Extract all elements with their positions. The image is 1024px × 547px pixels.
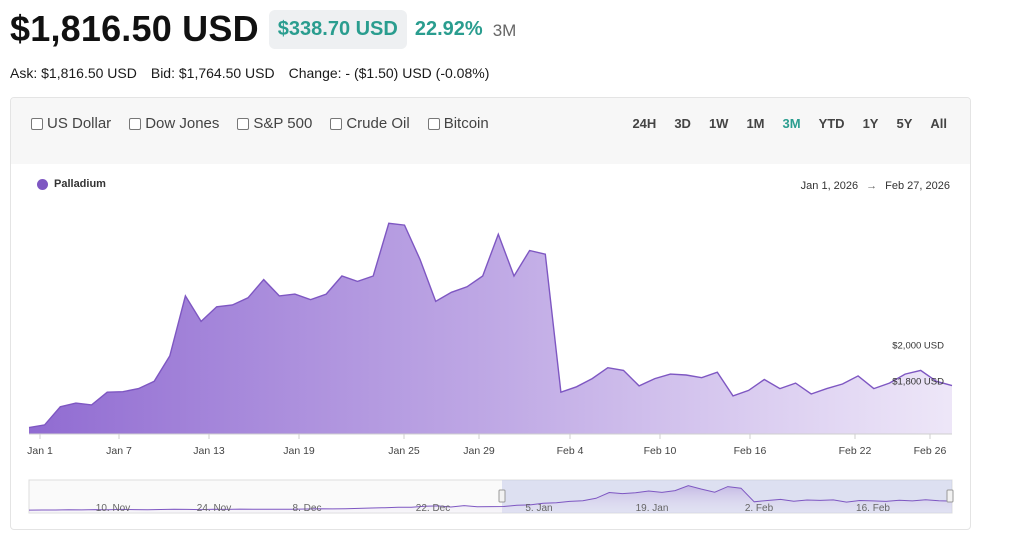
date-range-display: Jan 1, 2026 → Feb 27, 2026 <box>801 180 950 192</box>
compare-crude-oil[interactable]: Crude Oil <box>330 115 410 132</box>
chart-toolbar: US Dollar Dow Jones S&P 500 Crude Oil Bi… <box>11 98 970 164</box>
compare-us-dollar[interactable]: US Dollar <box>31 115 111 132</box>
navigator-label: 16. Feb <box>856 503 890 514</box>
change-percent: 22.92% <box>414 17 483 40</box>
legend-dot-icon <box>37 178 48 190</box>
x-tick-label: Jan 1 <box>27 445 53 457</box>
checkbox-icon[interactable] <box>330 117 343 130</box>
navigator-area <box>29 485 952 513</box>
checkbox-icon[interactable] <box>427 117 440 130</box>
range-1m-button[interactable]: 1M <box>746 116 765 131</box>
range-all-button[interactable]: All <box>930 116 947 131</box>
range-3m-button[interactable]: 3M <box>782 116 801 131</box>
chart-panel: US Dollar Dow Jones S&P 500 Crude Oil Bi… <box>10 97 971 530</box>
range-1y-button[interactable]: 1Y <box>862 116 879 131</box>
palladium-price-line <box>28 222 953 429</box>
price-header: $1,816.50 USD $338.70 USD 22.92% 3M <box>10 8 516 50</box>
navigator-label: 19. Jan <box>636 503 669 514</box>
range-5y-button[interactable]: 5Y <box>896 116 913 131</box>
navigator-label: 5. Jan <box>525 503 552 514</box>
x-tick-label: Feb 22 <box>839 445 872 457</box>
change-amount-badge: $338.70 USD <box>268 9 407 49</box>
range-3d-button[interactable]: 3D <box>674 116 691 131</box>
price-chart[interactable]: $2,000 USD $1,800 USD Jan 1 Jan 7 Jan 13 Jan … <box>11 98 971 530</box>
quote-details: Ask: $1,816.50 USD Bid: $1,764.50 USD Ch… <box>10 65 489 81</box>
bid-price: Bid: $1,764.50 USD <box>150 65 275 81</box>
range-selector: 24H 3D 1W 1M 3M YTD 1Y 5Y All <box>623 116 956 131</box>
selected-range-label: 3M <box>492 21 517 40</box>
x-tick-label: Feb 4 <box>557 445 584 457</box>
legend-label: Palladium <box>54 178 106 190</box>
checkbox-icon[interactable] <box>129 117 142 130</box>
compare-options: US Dollar Dow Jones S&P 500 Crude Oil Bi… <box>31 115 489 132</box>
x-tick-label: Jan 7 <box>106 445 132 457</box>
navigator-label: 8. Dec <box>293 503 322 514</box>
range-ytd-button[interactable]: YTD <box>818 116 845 131</box>
date-range-end: Feb 27, 2026 <box>885 180 950 192</box>
range-1w-button[interactable]: 1W <box>708 116 729 131</box>
compare-dow-jones[interactable]: Dow Jones <box>129 115 219 132</box>
range-24h-button[interactable]: 24H <box>632 116 657 131</box>
compare-bitcoin[interactable]: Bitcoin <box>427 115 489 132</box>
x-tick-label: Feb 26 <box>914 445 947 457</box>
navigator-label: 10. Nov <box>96 503 130 514</box>
x-tick-label: Feb 16 <box>734 445 767 457</box>
x-tick-label: Feb 10 <box>644 445 677 457</box>
navigator-label: 2. Feb <box>745 503 774 514</box>
navigator-label: 24. Nov <box>197 503 231 514</box>
date-range-start: Jan 1, 2026 <box>800 180 859 192</box>
navigator-line <box>28 485 953 511</box>
checkbox-icon[interactable] <box>31 117 43 130</box>
compare-sp500[interactable]: S&P 500 <box>237 115 312 132</box>
navigator-label: 22. Dec <box>416 503 450 514</box>
checkbox-icon[interactable] <box>237 117 250 130</box>
y-tick-label: $2,000 USD <box>892 340 944 351</box>
arrow-right-icon: → <box>866 180 878 192</box>
ask-price: Ask: $1,816.50 USD <box>10 65 137 81</box>
x-tick-label: Jan 25 <box>388 445 420 457</box>
current-price: $1,816.50 USD <box>10 8 259 49</box>
navigator-right-handle[interactable] <box>946 489 954 503</box>
x-tick-label: Jan 13 <box>193 445 225 457</box>
chart-legend[interactable]: Palladium <box>37 178 106 190</box>
daily-change: Change: - ($1.50) USD (-0.08%) <box>288 65 490 81</box>
x-tick-label: Jan 29 <box>463 445 495 457</box>
navigator-left-handle[interactable] <box>498 489 506 503</box>
x-tick-label: Jan 19 <box>283 445 315 457</box>
y-tick-label: $1,800 USD <box>892 377 944 388</box>
palladium-area-fill <box>29 223 952 434</box>
